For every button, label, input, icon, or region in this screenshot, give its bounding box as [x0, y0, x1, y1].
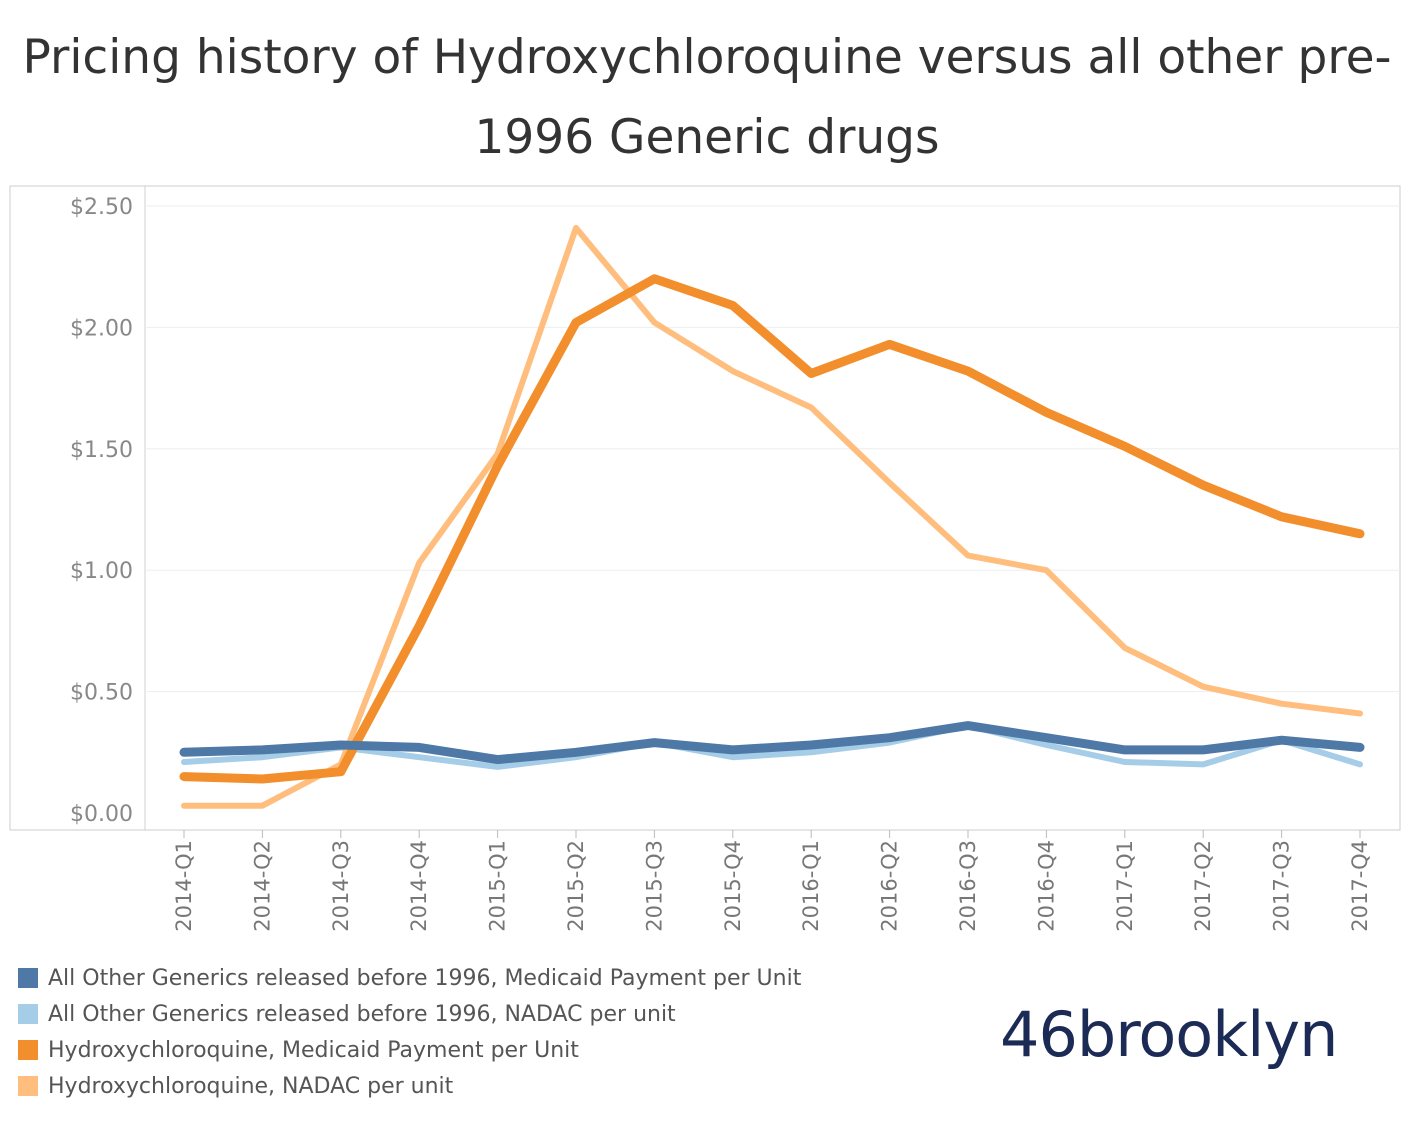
legend-item-orange-nadac[interactable]: Hydroxychloroquine, NADAC per unit [18, 1068, 801, 1104]
series-line [181, 722, 1363, 770]
x-tick-label: 2015-Q2 [564, 840, 588, 932]
y-tick-label: $2.50 [70, 195, 133, 220]
y-tick-label: $1.00 [70, 559, 133, 584]
x-tick-label: 2017-Q4 [1348, 840, 1372, 932]
y-tick-label: $2.00 [70, 316, 133, 341]
x-tick-label: 2014-Q4 [407, 840, 431, 932]
x-tick-label: 2014-Q3 [329, 840, 353, 932]
x-tick-label: 2014-Q2 [250, 840, 274, 932]
legend-item-blue-medicaid[interactable]: All Other Generics released before 1996,… [18, 960, 801, 996]
line-chart: $0.00$0.50$1.00$1.50$2.00$2.50 2014-Q1 20… [9, 185, 1401, 932]
y-tick-label: $1.50 [70, 438, 133, 463]
legend-item-blue-nadac[interactable]: All Other Generics released before 1996,… [18, 996, 801, 1032]
legend-swatch [18, 968, 38, 988]
chart-title: Pricing history of Hydroxychloroquine ve… [22, 30, 1392, 165]
gridlines [145, 205, 1400, 693]
legend-swatch [18, 1040, 38, 1060]
legend-label: Hydroxychloroquine, NADAC per unit [48, 1073, 454, 1099]
series-lines [179, 224, 1365, 809]
legend-swatch [18, 1076, 38, 1096]
x-tick-label: 2017-Q3 [1270, 840, 1294, 932]
x-axis-ticks: 2014-Q1 2014-Q2 2014-Q3 2014-Q4 2015-Q1 2015-… [172, 830, 1372, 932]
x-tick-label: 2015-Q4 [721, 840, 745, 932]
x-tick-label: 2015-Q3 [642, 840, 666, 932]
brand-logo: 46brooklyn [1000, 998, 1338, 1071]
x-tick-label: 2017-Q1 [1113, 840, 1137, 932]
legend-item-orange-medicaid[interactable]: Hydroxychloroquine, Medicaid Payment per… [18, 1032, 801, 1068]
legend: All Other Generics released before 1996,… [18, 960, 801, 1104]
y-tick-label: $0.50 [70, 681, 133, 706]
x-tick-label: 2016-Q1 [799, 840, 823, 932]
y-axis-ticks: $0.00 $0.50 $1.00 $1.50 $2.00 $2.50 [70, 195, 133, 827]
series-line [181, 224, 1363, 809]
x-tick-label: 2016-Q2 [878, 840, 902, 932]
series-line [179, 721, 1365, 765]
x-tick-label: 2016-Q4 [1034, 840, 1058, 932]
legend-label: All Other Generics released before 1996,… [48, 1001, 676, 1027]
series-line [179, 274, 1365, 784]
x-tick-label: 2015-Q1 [486, 840, 510, 932]
x-tick-label: 2014-Q1 [172, 840, 196, 932]
plot-frame [9, 185, 1401, 831]
x-tick-label: 2016-Q3 [956, 840, 980, 932]
x-tick-label: 2017-Q2 [1191, 840, 1215, 932]
y-tick-label: $0.00 [70, 802, 133, 827]
legend-label: Hydroxychloroquine, Medicaid Payment per… [48, 1037, 579, 1063]
legend-swatch [18, 1004, 38, 1024]
legend-label: All Other Generics released before 1996,… [48, 965, 802, 991]
